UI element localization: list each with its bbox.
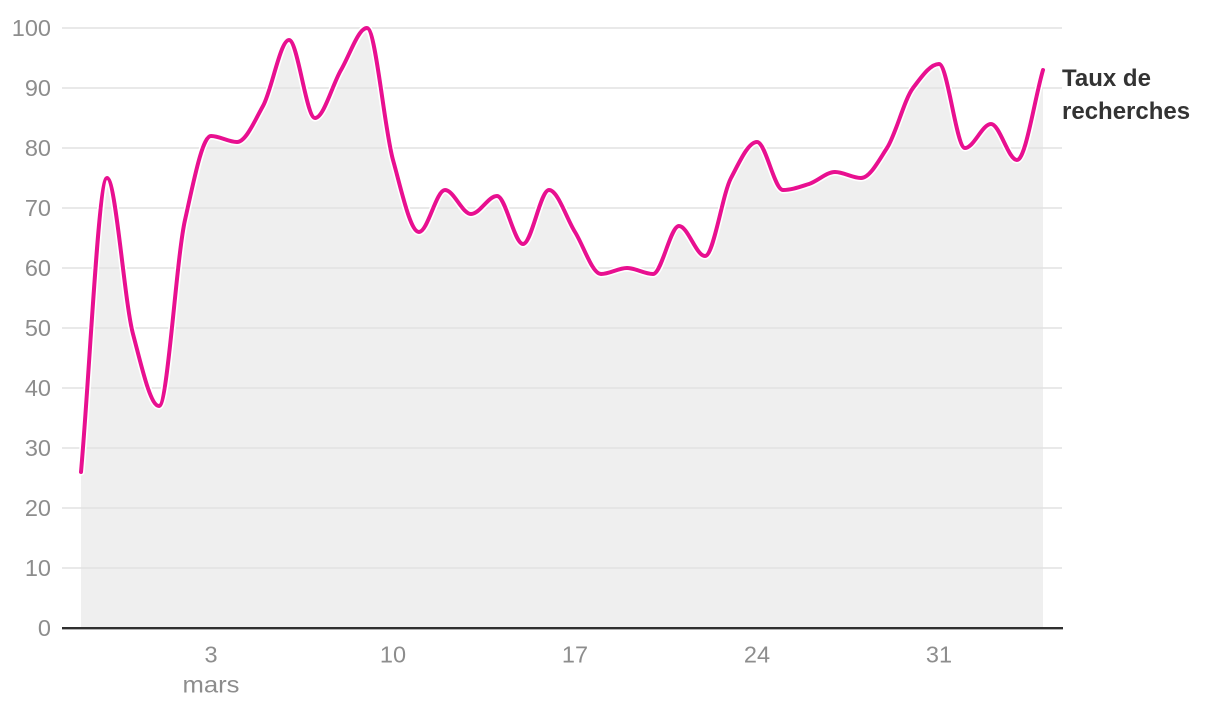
svg-text:31: 31 [926,642,952,668]
svg-text:40: 40 [25,375,51,401]
svg-text:17: 17 [562,642,588,668]
svg-text:10: 10 [25,555,51,581]
svg-text:Taux de: Taux de [1062,65,1151,92]
svg-text:3: 3 [204,642,217,668]
svg-text:recherches: recherches [1062,98,1190,125]
svg-text:mars: mars [183,672,240,698]
svg-text:24: 24 [744,642,770,668]
svg-text:20: 20 [25,495,51,521]
svg-text:70: 70 [25,195,51,221]
svg-text:60: 60 [25,255,51,281]
svg-text:90: 90 [25,75,51,101]
svg-text:100: 100 [12,15,51,41]
svg-text:30: 30 [25,435,51,461]
svg-text:80: 80 [25,135,51,161]
svg-text:50: 50 [25,315,51,341]
svg-text:0: 0 [38,615,51,641]
svg-text:10: 10 [380,642,406,668]
